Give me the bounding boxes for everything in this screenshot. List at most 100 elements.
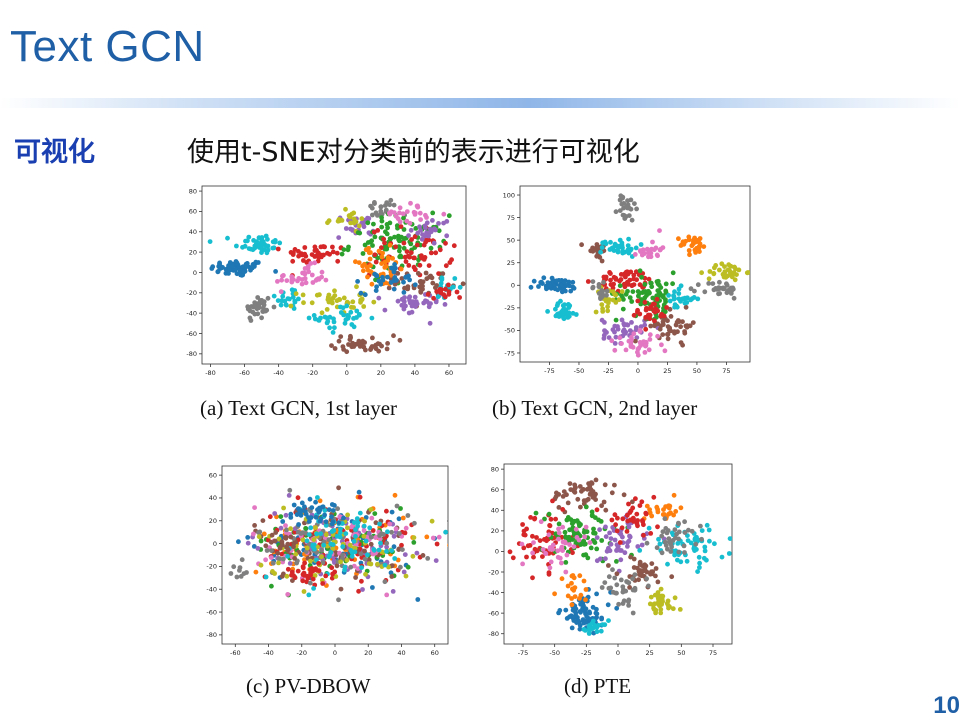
data-point [296, 249, 301, 254]
data-point [674, 531, 679, 537]
data-point [379, 254, 385, 260]
data-point [246, 246, 252, 251]
slide-title: Text GCN [10, 22, 205, 71]
data-point [590, 285, 596, 291]
data-point [344, 303, 350, 309]
data-point [263, 543, 269, 549]
data-point [554, 303, 560, 308]
data-point [425, 292, 431, 297]
data-point [336, 520, 342, 526]
data-point [682, 550, 687, 555]
data-point [384, 231, 390, 237]
data-point [601, 279, 606, 285]
data-point [559, 576, 565, 582]
data-point [618, 193, 624, 199]
x-tick-label: 60 [445, 369, 453, 377]
data-point [629, 299, 635, 304]
data-point [394, 277, 399, 283]
data-point [433, 285, 438, 291]
data-point [365, 267, 371, 273]
data-point [706, 281, 712, 286]
data-point [437, 247, 443, 253]
y-tick-label: 20 [209, 517, 217, 525]
data-point [563, 569, 569, 575]
data-point [683, 323, 689, 329]
data-point [365, 240, 371, 245]
data-point [621, 201, 627, 206]
data-point [338, 526, 343, 532]
data-point [322, 512, 327, 518]
data-point [319, 274, 324, 280]
data-point [395, 298, 401, 304]
data-point [318, 531, 324, 537]
data-point [245, 540, 251, 546]
data-point [541, 275, 547, 281]
x-tick-label: 25 [646, 649, 654, 657]
data-point [412, 282, 418, 288]
y-tick-label: -60 [488, 609, 499, 617]
data-point [431, 295, 436, 301]
x-tick-label: -80 [205, 369, 216, 377]
data-point [270, 560, 276, 566]
data-point [307, 519, 312, 524]
data-point [241, 270, 246, 275]
data-point [594, 558, 600, 564]
data-point [304, 573, 310, 579]
data-point [547, 546, 553, 552]
data-point [278, 525, 284, 531]
data-point [625, 544, 630, 549]
data-point [444, 233, 450, 239]
data-point [540, 554, 545, 559]
data-point [361, 304, 367, 309]
data-point [676, 549, 682, 555]
data-point [690, 320, 696, 325]
data-point [546, 511, 552, 517]
data-point [644, 305, 649, 311]
data-point [433, 558, 439, 563]
data-point [578, 609, 583, 615]
data-point [548, 516, 554, 522]
data-point [587, 540, 593, 545]
data-point [602, 482, 608, 488]
data-point [319, 269, 325, 275]
data-point [590, 279, 596, 284]
data-point [608, 585, 614, 591]
data-point [610, 567, 615, 573]
data-point [234, 574, 240, 580]
data-point [594, 242, 600, 247]
data-point [283, 523, 288, 528]
data-point [251, 238, 256, 243]
plot-frame [503, 463, 733, 645]
data-point [520, 522, 525, 527]
data-point [538, 280, 544, 285]
data-point [531, 540, 536, 545]
data-point [226, 263, 231, 268]
data-point [399, 276, 405, 281]
data-point [345, 512, 350, 518]
y-tick-label: 40 [491, 507, 499, 515]
y-tick-label: -20 [186, 289, 197, 297]
data-point [583, 587, 589, 592]
data-point [629, 217, 635, 223]
data-point [337, 530, 343, 536]
data-point [644, 540, 650, 546]
data-point [395, 271, 401, 276]
data-point [653, 607, 659, 613]
data-point [321, 542, 327, 548]
data-point [406, 263, 412, 268]
data-point [298, 512, 304, 518]
data-point [409, 303, 415, 309]
data-point [372, 200, 377, 205]
data-point [606, 618, 611, 623]
data-point [279, 551, 285, 557]
data-point [424, 534, 430, 540]
data-point [642, 295, 648, 301]
data-point [321, 252, 326, 258]
data-point [417, 210, 423, 216]
data-point [369, 205, 375, 211]
data-point [663, 543, 669, 548]
data-point [628, 269, 634, 275]
data-point [587, 610, 593, 616]
data-point [553, 306, 558, 312]
data-point [556, 521, 562, 527]
